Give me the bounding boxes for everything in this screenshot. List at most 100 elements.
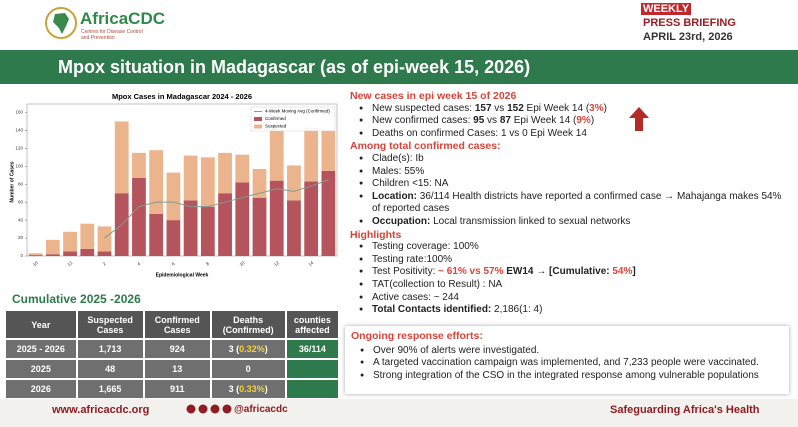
bullet: Strong integration of the CSO in the int… xyxy=(351,370,789,383)
bar-segment xyxy=(97,226,112,252)
text-run: 152 xyxy=(507,102,524,114)
x-tick-label: 4 xyxy=(136,261,142,267)
text-run: vs xyxy=(484,115,500,127)
table-cell: 911 xyxy=(144,380,210,398)
bar-segment xyxy=(183,200,198,256)
text-run: ) xyxy=(603,102,607,114)
text-run: ~ 61% vs 57% xyxy=(438,266,504,278)
header-cell: Confirmed Cases xyxy=(144,311,210,338)
text-run: Males: 55% xyxy=(372,165,425,177)
text-run: A targeted vaccination campaign was impl… xyxy=(373,357,759,369)
org-name: AfricaCDC xyxy=(80,9,166,28)
date: APRIL 23rd, 2026 xyxy=(643,31,733,43)
text-run: Clade(s): Ib xyxy=(372,152,424,164)
text-run: 3% xyxy=(589,102,604,114)
text-run: 87 xyxy=(499,115,511,127)
bar-segment xyxy=(166,172,181,221)
bullet: Over 90% of alerts were investigated. xyxy=(351,345,789,358)
bar-segment xyxy=(269,180,284,256)
bullet: A targeted vaccination campaign was impl… xyxy=(351,357,789,370)
bar-segment xyxy=(132,152,146,178)
table-row: 2026 1,665 911 3 (0.33%) xyxy=(6,380,338,398)
legend-label: Suspected xyxy=(265,124,287,129)
legend-swatch xyxy=(254,117,262,121)
y-tick-label: 20 xyxy=(18,235,24,240)
bar-segment xyxy=(200,157,215,207)
text-run: Strong integration of the CSO in the int… xyxy=(373,369,759,381)
text-run: ] xyxy=(632,266,636,278)
cell-run: ) xyxy=(264,344,268,354)
bar-segment xyxy=(218,193,232,256)
bar-segment xyxy=(287,165,301,201)
bullet: Testing coverage: 100% xyxy=(350,241,790,254)
y-tick-label: 120 xyxy=(15,146,23,151)
bar-segment xyxy=(114,121,129,194)
bar-segment xyxy=(149,150,164,214)
bullet: Clade(s): Ib xyxy=(350,153,790,166)
bar-segment xyxy=(45,254,60,256)
footer-handle: @africacdc xyxy=(234,404,288,415)
table-cell: 2025 xyxy=(6,360,76,378)
text-run: New confirmed cases: xyxy=(372,115,474,127)
bullet: Test Positivity: ~ 61% vs 57% EW14 → [Cu… xyxy=(350,266,790,279)
bar-segment xyxy=(269,130,284,181)
bullet: Occupation: Local transmission linked to… xyxy=(350,216,790,229)
bar-segment xyxy=(235,182,250,256)
text-run: 157 xyxy=(474,102,492,114)
text-run: 2,186(1: 4) xyxy=(491,304,543,316)
cell-run: 3 ( xyxy=(228,384,240,394)
bar-segment xyxy=(166,220,181,256)
bullet: Males: 55% xyxy=(350,166,790,179)
text-run: EW14 → [Cumulative: xyxy=(503,266,613,278)
section-heading: Among total confirmed cases: xyxy=(350,140,501,153)
text-run: Testing rate:100% xyxy=(372,253,453,265)
text-run: Total Contacts identified: xyxy=(372,304,492,316)
y-tick-label: 160 xyxy=(15,110,23,115)
text-run: Children <15: NA xyxy=(372,178,449,190)
x-tick-label: 10 xyxy=(32,260,39,267)
x-tick-label: 8 xyxy=(205,261,211,267)
up-arrow xyxy=(629,107,649,131)
bar-segment xyxy=(304,181,319,256)
cell-run: 3 ( xyxy=(228,344,240,354)
bar-segment xyxy=(287,200,301,256)
bullet: New confirmed cases: 95 vs 87 Epi Week 1… xyxy=(350,115,790,128)
y-tick-label: 0 xyxy=(20,253,23,258)
bar-segment xyxy=(218,152,232,194)
text-run: Epi Week 14 ( xyxy=(523,102,590,114)
text-run: Deaths on confirmed Cases: 1 vs 0 Epi We… xyxy=(372,127,587,139)
bar-segment xyxy=(28,253,43,256)
table-cell: 2025 - 2026 xyxy=(6,340,76,358)
chart: Mpox Cases in Madagascar 2024 - 2026 0 20 4… xyxy=(9,92,338,278)
text-run: 36/114 Health districts have reported a … xyxy=(372,190,782,215)
bullet: TAT(collection to Result) : NA xyxy=(350,279,790,292)
text-run: 54% xyxy=(612,266,633,278)
bar-segment xyxy=(183,155,198,201)
y-tick-label: 60 xyxy=(18,199,24,204)
text-run: Epi Week 14 ( xyxy=(510,115,577,127)
table-row: 2025 48 13 0 xyxy=(6,360,338,378)
x-tick-label: 12 xyxy=(66,260,73,267)
table-cell: 2026 xyxy=(6,380,76,398)
cumulative-title: Cumulative 2025 -2026 xyxy=(12,292,141,306)
bar-segment xyxy=(132,177,146,256)
table-cell: 924 xyxy=(144,340,210,358)
chart-title: Mpox Cases in Madagascar 2024 - 2026 xyxy=(112,92,252,101)
legend-label: 4-Week Moving Avg (Confirmed) xyxy=(265,109,330,114)
text-run: ) xyxy=(590,115,595,127)
text-panel: New cases in epi week 15 of 2026New susp… xyxy=(350,90,790,317)
social-icons xyxy=(186,404,232,414)
x-tick-label: 6 xyxy=(171,261,177,267)
table-cell: 1,713 xyxy=(77,340,143,358)
moving-average-line xyxy=(104,179,329,239)
text-run: New suspected cases: xyxy=(372,102,475,114)
section-heading: Highlights xyxy=(350,228,402,241)
cell-run: ) xyxy=(264,384,268,394)
bar-segment xyxy=(252,168,267,198)
table-cell xyxy=(286,360,338,378)
text-run: Location: xyxy=(372,190,417,202)
table-cell: 36/114 xyxy=(286,340,338,358)
table-row: 2025 - 2026 1,713 924 3 (0.32%) 36/114 xyxy=(6,340,338,358)
bar-segment xyxy=(45,239,60,255)
x-tick-label: 10 xyxy=(239,260,246,267)
